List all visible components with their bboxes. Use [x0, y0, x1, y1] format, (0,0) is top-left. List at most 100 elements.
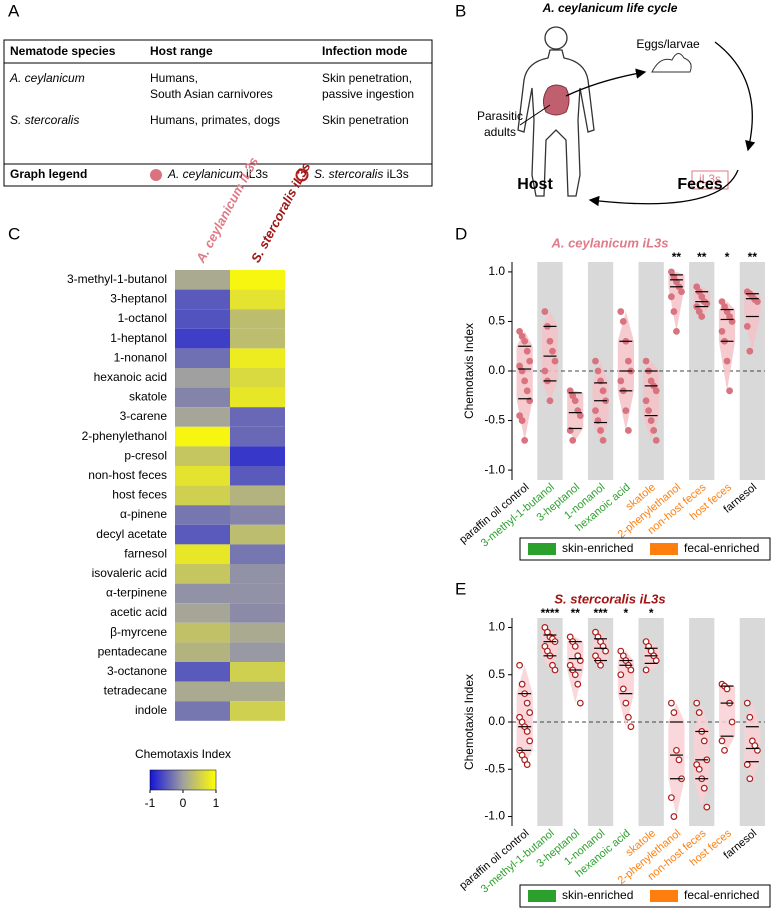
data-point — [549, 347, 556, 355]
data-point — [723, 685, 731, 693]
data-point — [571, 397, 579, 405]
panel-label: B — [455, 1, 466, 20]
heatmap-cell — [175, 309, 230, 329]
data-point — [526, 357, 534, 365]
heatmap-cell — [230, 270, 285, 290]
heatmap-cell — [230, 348, 285, 368]
significance: ** — [571, 606, 581, 620]
heatmap-cell — [175, 289, 230, 310]
y-tick-label: 0.0 — [488, 714, 505, 728]
legend-marker — [295, 168, 309, 182]
y-tick-label: 1.0 — [488, 620, 505, 634]
heatmap-cell — [175, 348, 230, 368]
table-cell: Skin penetration, — [322, 71, 412, 85]
heatmap-cell — [230, 524, 285, 545]
row-label: 1-octanol — [118, 311, 167, 325]
lifecycle-label: Feces — [677, 176, 722, 193]
y-tick-label: 0.5 — [488, 314, 505, 328]
data-point — [599, 387, 607, 395]
significance: * — [725, 250, 730, 264]
legend-label: skin-enriched — [562, 888, 633, 902]
data-point — [576, 412, 584, 419]
row-label: skatole — [129, 390, 167, 404]
data-point — [571, 671, 579, 679]
panel-label: D — [455, 224, 467, 243]
heatmap-cell — [230, 387, 285, 408]
arrow — [565, 68, 647, 97]
significance: *** — [594, 606, 608, 620]
colorbar-label: Chemotaxis Index — [135, 747, 231, 761]
table-cell: South Asian carnivores — [150, 87, 273, 101]
significance: ** — [672, 250, 682, 264]
legend-swatch — [528, 890, 556, 902]
data-point — [569, 436, 577, 444]
data-point — [619, 685, 627, 693]
colorbar — [149, 769, 217, 791]
table-border — [3, 39, 433, 187]
data-point — [523, 728, 531, 735]
data-point — [675, 756, 683, 764]
row-label: hexanoic acid — [94, 370, 167, 384]
heatmap-cell — [175, 368, 230, 388]
heatmap-cell — [175, 642, 230, 662]
data-point — [571, 642, 579, 650]
heatmap-cell — [175, 662, 230, 682]
significance: **** — [541, 606, 560, 620]
colorbar-tick-label: 1 — [213, 796, 220, 810]
violin — [744, 291, 761, 352]
data-point — [541, 308, 549, 315]
row-label: p-cresol — [124, 448, 167, 462]
data-point — [594, 367, 602, 375]
row-label: 3-octanone — [107, 664, 167, 678]
row-label: α-pinene — [120, 507, 167, 521]
data-point — [743, 699, 751, 707]
data-point — [619, 318, 627, 325]
heatmap-cell — [230, 603, 285, 623]
data-point — [700, 784, 708, 792]
heatmap-cell — [175, 603, 230, 623]
heatmap-cell — [175, 622, 230, 643]
table-cell: passive ingestion — [322, 87, 414, 101]
data-point — [516, 661, 523, 669]
data-point — [667, 293, 675, 301]
data-point — [695, 765, 703, 773]
row-label: α-terpinene — [106, 586, 167, 600]
panel-label: E — [455, 579, 466, 598]
row-label: 2-phenylethanol — [82, 429, 167, 443]
data-point — [576, 699, 584, 707]
data-point — [670, 813, 678, 820]
pointer — [519, 104, 551, 126]
legend-label: fecal-enriched — [684, 888, 759, 902]
lifecycle-label: Host — [517, 176, 553, 193]
y-tick-label: -0.5 — [484, 413, 505, 427]
row-label: β-myrcene — [110, 625, 167, 639]
legend-box — [519, 537, 771, 561]
heatmap-cell — [230, 701, 285, 721]
data-point — [670, 308, 678, 315]
row-label: farnesol — [124, 546, 167, 560]
heatmap-cell — [230, 446, 285, 466]
data-point — [695, 709, 703, 716]
data-point — [523, 347, 531, 355]
legend-swatch — [650, 890, 678, 902]
legend-label: Graph legend — [10, 167, 87, 181]
chart-title: A. ceylanicum iL3s — [550, 235, 668, 250]
data-point — [546, 337, 554, 345]
heatmap-cell — [175, 387, 230, 408]
data-point — [726, 387, 733, 395]
table-header: Host range — [150, 44, 213, 58]
data-point — [622, 699, 630, 707]
heatmap-cell — [175, 701, 230, 721]
heatmap-cell — [230, 426, 285, 447]
heatmap-cell — [175, 270, 230, 290]
row-label: 3-methyl-1-butanol — [67, 272, 167, 286]
data-point — [624, 357, 632, 365]
y-tick-label: 0.0 — [488, 363, 505, 377]
row-label: isovaleric acid — [92, 566, 167, 580]
legend-label: skin-enriched — [562, 541, 633, 555]
data-point — [526, 737, 534, 745]
data-point — [642, 666, 650, 674]
heatmap-cell — [230, 622, 285, 643]
data-point — [523, 387, 531, 395]
data-point — [746, 775, 754, 783]
